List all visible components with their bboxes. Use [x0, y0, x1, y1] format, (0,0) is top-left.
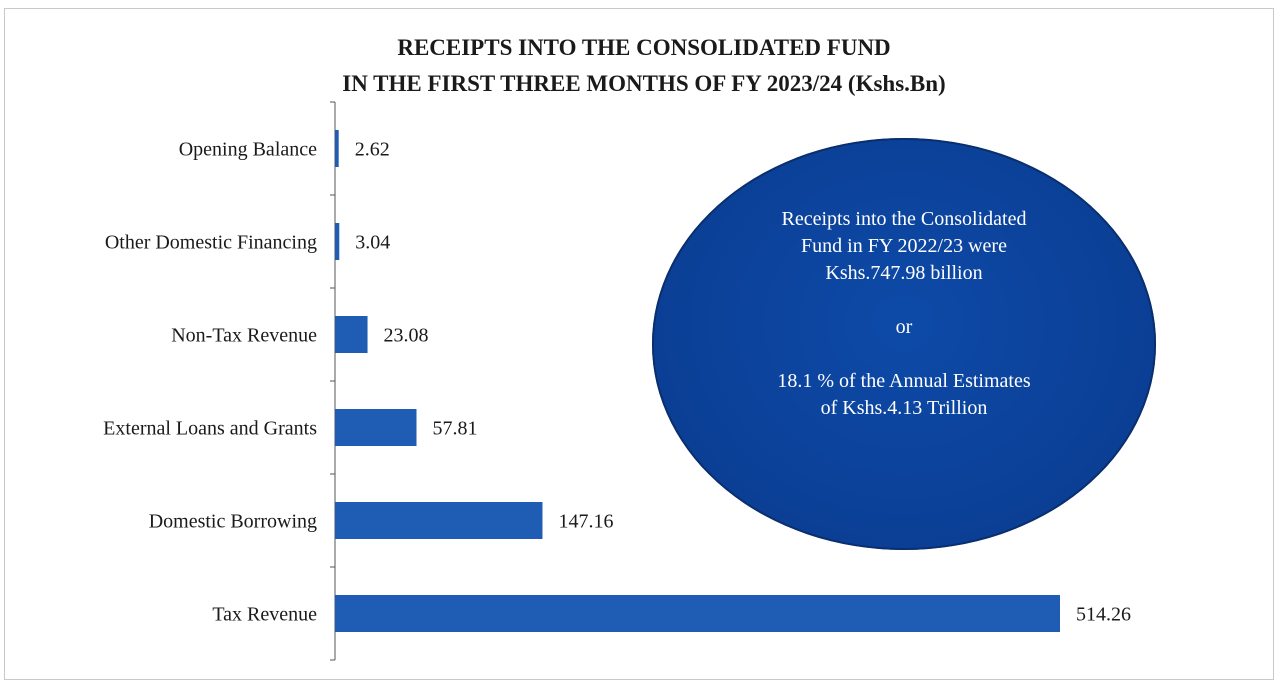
value-label: 2.62: [355, 139, 390, 161]
bar-non-tax-revenue: [335, 316, 368, 353]
chart-title: RECEIPTS INTO THE CONSOLIDATED FUND IN T…: [0, 30, 1280, 102]
value-label: 147.16: [558, 511, 613, 533]
category-label: Tax Revenue: [212, 604, 317, 626]
chart-title-line-2: IN THE FIRST THREE MONTHS OF FY 2023/24 …: [342, 71, 946, 96]
annotation-line-6: of Kshs.4.13 Trillion: [820, 397, 988, 419]
annotation-line-3: Kshs.747.98 billion: [825, 262, 983, 284]
annotation-line-1: Receipts into the Consolidated: [781, 208, 1027, 230]
chart-title-line-1: RECEIPTS INTO THE CONSOLIDATED FUND: [397, 35, 891, 60]
category-label: Opening Balance: [179, 139, 317, 161]
bar-external-loans-and-grants: [335, 409, 417, 446]
bar-tax-revenue: [335, 595, 1060, 632]
category-label: External Loans and Grants: [103, 418, 317, 440]
bar-opening-balance: [335, 130, 339, 167]
category-label: Domestic Borrowing: [149, 511, 317, 533]
value-label: 3.04: [355, 232, 390, 254]
annotation-line-2: Fund in FY 2022/23 were: [801, 235, 1007, 257]
annotation-line-5: 18.1 % of the Annual Estimates: [777, 370, 1031, 392]
annotation-line-4: or: [895, 316, 913, 338]
value-label: 514.26: [1076, 604, 1131, 626]
bar-domestic-borrowing: [335, 502, 543, 539]
annotation-ellipse: [652, 138, 1156, 550]
value-label: 23.08: [384, 325, 429, 347]
value-label: 57.81: [433, 418, 478, 440]
bar-other-domestic-financing: [335, 223, 340, 260]
category-label: Other Domestic Financing: [105, 232, 317, 254]
category-label: Non-Tax Revenue: [171, 325, 317, 347]
annotation-text: Receipts into the Consolidated Fund in F…: [652, 206, 1156, 422]
